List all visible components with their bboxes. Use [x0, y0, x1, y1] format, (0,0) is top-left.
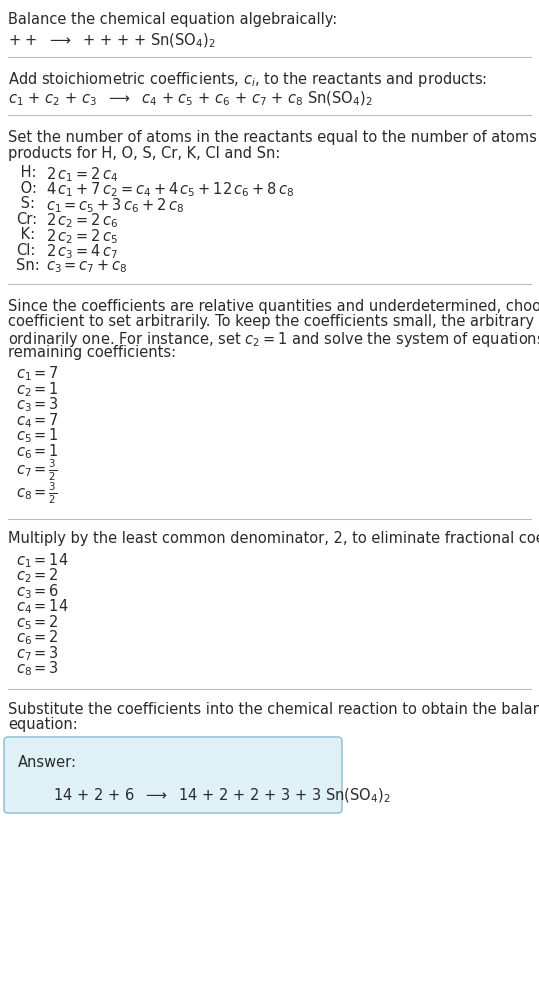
Text: K:: K:: [16, 227, 35, 242]
Text: $c_3 = 3$: $c_3 = 3$: [16, 396, 59, 414]
Text: $c_1 = c_5 + 3\,c_6 + 2\,c_8$: $c_1 = c_5 + 3\,c_6 + 2\,c_8$: [46, 196, 184, 214]
Text: $4\,c_1 + 7\,c_2 = c_4 + 4\,c_5 + 12\,c_6 + 8\,c_8$: $4\,c_1 + 7\,c_2 = c_4 + 4\,c_5 + 12\,c_…: [46, 180, 294, 199]
Text: Sn:: Sn:: [16, 258, 40, 273]
Text: S:: S:: [16, 196, 35, 211]
Text: $2\,c_3 = 4\,c_7$: $2\,c_3 = 4\,c_7$: [46, 242, 118, 262]
Text: Since the coefficients are relative quantities and underdetermined, choose a: Since the coefficients are relative quan…: [8, 299, 539, 314]
Text: Set the number of atoms in the reactants equal to the number of atoms in the: Set the number of atoms in the reactants…: [8, 130, 539, 145]
Text: Cr:: Cr:: [16, 211, 37, 226]
Text: $2\,c_1 = 2\,c_4$: $2\,c_1 = 2\,c_4$: [46, 165, 118, 183]
Text: $c_5 = 2$: $c_5 = 2$: [16, 613, 59, 631]
Text: remaining coefficients:: remaining coefficients:: [8, 345, 176, 360]
Text: $c_7 = \frac{3}{2}$: $c_7 = \frac{3}{2}$: [16, 458, 58, 483]
Text: $2\,c_2 = 2\,c_5$: $2\,c_2 = 2\,c_5$: [46, 227, 118, 245]
Text: Cl:: Cl:: [16, 242, 36, 258]
Text: $2\,c_2 = 2\,c_6$: $2\,c_2 = 2\,c_6$: [46, 211, 118, 230]
Text: $c_1 = 14$: $c_1 = 14$: [16, 551, 68, 570]
Text: $c_8 = 3$: $c_8 = 3$: [16, 659, 59, 678]
Text: $c_6 = 1$: $c_6 = 1$: [16, 442, 59, 461]
Text: Multiply by the least common denominator, 2, to eliminate fractional coefficient: Multiply by the least common denominator…: [8, 531, 539, 546]
Text: products for H, O, S, Cr, K, Cl and Sn:: products for H, O, S, Cr, K, Cl and Sn:: [8, 145, 280, 160]
Text: $c_3 = 6$: $c_3 = 6$: [16, 582, 59, 601]
Text: $c_4 = 7$: $c_4 = 7$: [16, 411, 59, 430]
Text: $c_4 = 14$: $c_4 = 14$: [16, 597, 68, 616]
Text: $c_1$ + $c_2$ + $c_3$  $\longrightarrow$  $c_4$ + $c_5$ + $c_6$ + $c_7$ + $c_8$ : $c_1$ + $c_2$ + $c_3$ $\longrightarrow$ …: [8, 89, 372, 108]
Text: + +  $\longrightarrow$  + + + + Sn(SO$_4$)$_2$: + + $\longrightarrow$ + + + + Sn(SO$_4$)…: [8, 31, 216, 50]
Text: Substitute the coefficients into the chemical reaction to obtain the balanced: Substitute the coefficients into the che…: [8, 702, 539, 717]
Text: H:: H:: [16, 165, 37, 180]
Text: $14$ + $2$ + $6$  $\longrightarrow$  $14$ + $2$ + $2$ + $3$ + $3$ Sn(SO$_4$)$_2$: $14$ + $2$ + $6$ $\longrightarrow$ $14$ …: [53, 787, 391, 806]
Text: Add stoichiometric coefficients, $c_i$, to the reactants and products:: Add stoichiometric coefficients, $c_i$, …: [8, 70, 487, 89]
Text: $c_2 = 1$: $c_2 = 1$: [16, 380, 59, 399]
Text: $c_5 = 1$: $c_5 = 1$: [16, 427, 59, 445]
FancyBboxPatch shape: [4, 737, 342, 813]
Text: Balance the chemical equation algebraically:: Balance the chemical equation algebraica…: [8, 12, 337, 27]
Text: equation:: equation:: [8, 717, 78, 732]
Text: Answer:: Answer:: [18, 755, 77, 770]
Text: $c_7 = 3$: $c_7 = 3$: [16, 644, 59, 662]
Text: $c_1 = 7$: $c_1 = 7$: [16, 365, 59, 383]
Text: $c_6 = 2$: $c_6 = 2$: [16, 628, 59, 647]
Text: ordinarily one. For instance, set $c_2 = 1$ and solve the system of equations fo: ordinarily one. For instance, set $c_2 =…: [8, 330, 539, 349]
Text: $c_3 = c_7 + c_8$: $c_3 = c_7 + c_8$: [46, 258, 128, 275]
Text: $c_8 = \frac{3}{2}$: $c_8 = \frac{3}{2}$: [16, 481, 58, 506]
Text: coefficient to set arbitrarily. To keep the coefficients small, the arbitrary va: coefficient to set arbitrarily. To keep …: [8, 314, 539, 329]
Text: O:: O:: [16, 180, 37, 195]
Text: $c_2 = 2$: $c_2 = 2$: [16, 566, 59, 585]
